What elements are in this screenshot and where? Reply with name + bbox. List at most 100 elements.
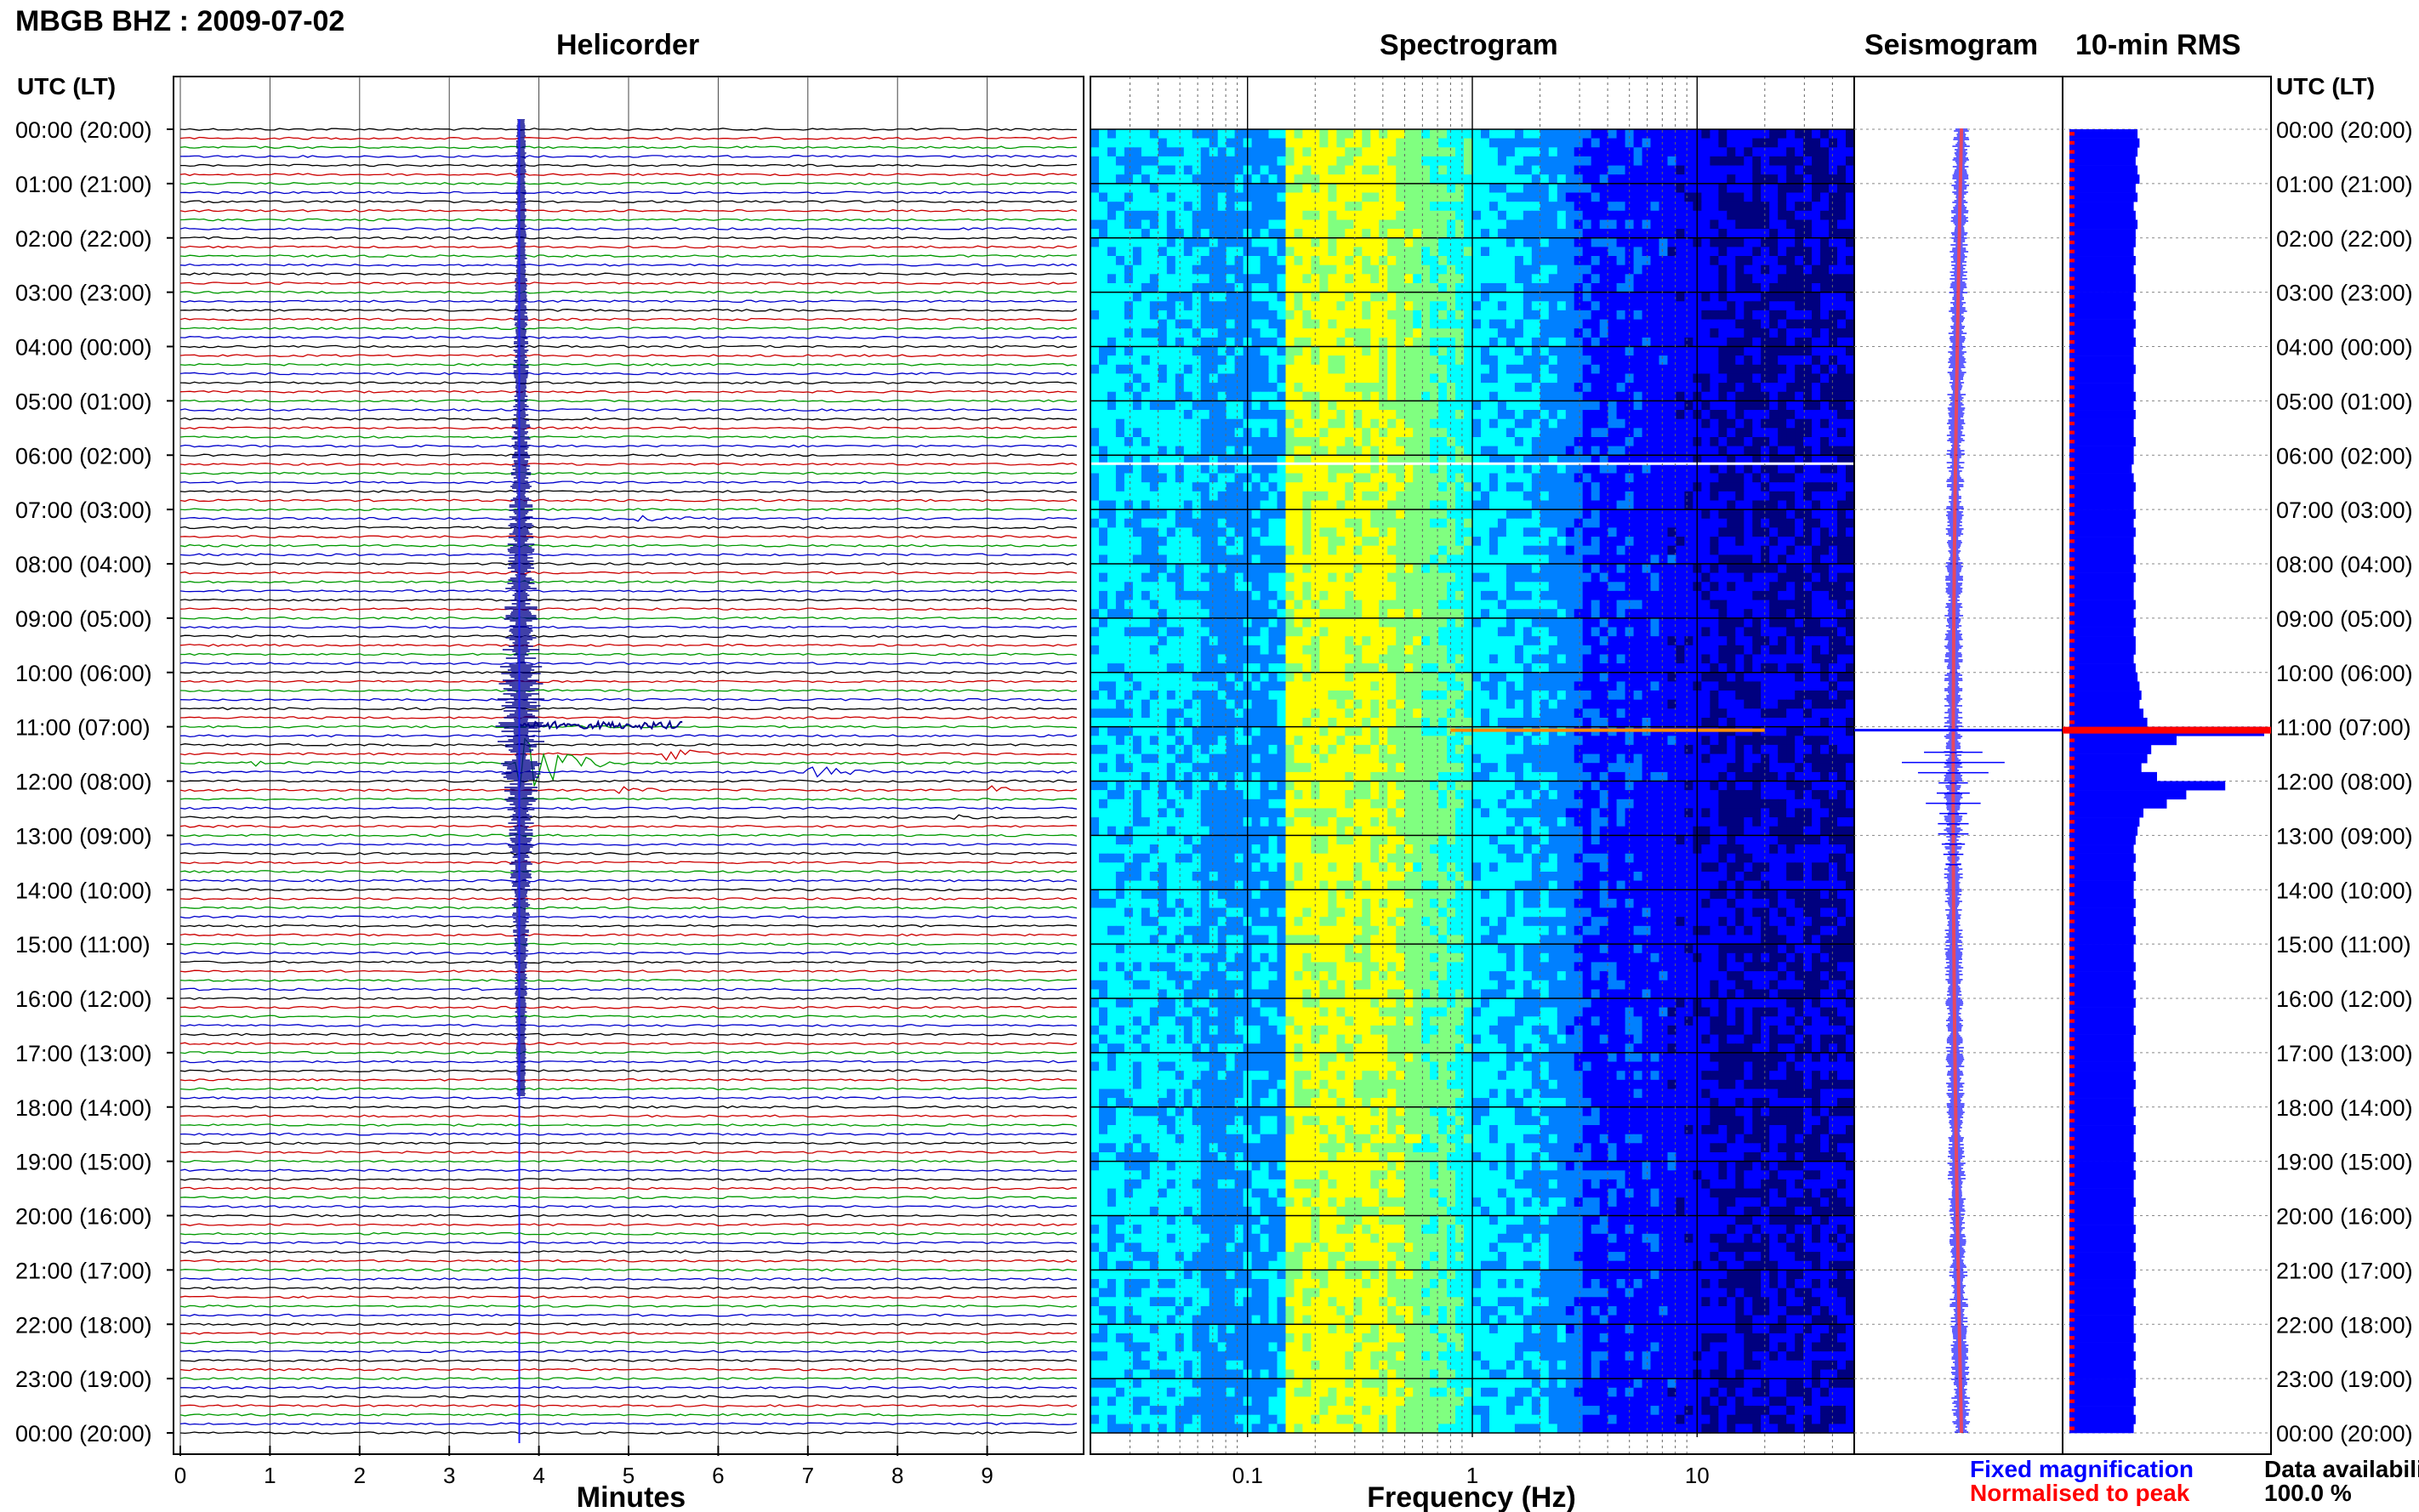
helicorder-traces — [179, 119, 1078, 1443]
rms-peak-marker — [2069, 249, 2075, 253]
y-tick-label-left: 09:00 (05:00) — [15, 606, 152, 632]
spectrogram-tick-label: 10 — [1685, 1463, 1710, 1488]
rms-bar — [2069, 527, 2136, 537]
rms-peak-marker — [2069, 982, 2075, 987]
rms-peak-marker — [2069, 286, 2075, 290]
helicorder-trace — [179, 1377, 1078, 1380]
rms-peak-marker — [2069, 140, 2075, 145]
x-tick-label: 3 — [443, 1463, 455, 1488]
rms-bar — [2069, 1406, 2134, 1416]
y-tick-label-right: 03:00 (23:00) — [2276, 281, 2413, 306]
rms-peak-marker — [2069, 910, 2075, 914]
rms-bar — [2069, 383, 2134, 393]
helicorder-trace — [179, 933, 1078, 937]
rms-bar — [2069, 156, 2136, 166]
rms-bar — [2069, 935, 2136, 945]
rms-bar — [2069, 691, 2142, 700]
helicorder-trace — [179, 309, 1078, 312]
rms-peak-marker — [2069, 1100, 2075, 1105]
rms-bar — [2069, 799, 2167, 809]
rms-peak-marker — [2069, 132, 2075, 136]
helicorder-trace — [179, 336, 1078, 339]
rms-bar — [2069, 473, 2134, 483]
rms-peak-marker — [2069, 765, 2075, 770]
helicorder-trace — [179, 785, 1078, 794]
helicorder-trace — [179, 824, 1078, 828]
y-tick-label-right: 17:00 (13:00) — [2276, 1041, 2413, 1066]
seismogram-panel — [1853, 76, 2063, 1455]
helicorder-xlabel: Minutes — [577, 1481, 686, 1512]
y-tick-label-left: 21:00 (17:00) — [15, 1258, 152, 1283]
y-tick-label-left: 03:00 (23:00) — [15, 281, 152, 306]
rms-peak-marker — [2069, 747, 2075, 752]
rms-bar — [2069, 428, 2134, 438]
rms-bar — [2069, 500, 2134, 510]
rms-peak-marker — [2069, 584, 2075, 588]
helicorder-trace — [179, 526, 1078, 530]
rms-bar — [2069, 1089, 2134, 1099]
rms-peak-marker — [2069, 1317, 2075, 1322]
helicorder-trace — [179, 737, 1078, 787]
rms-bar — [2069, 1260, 2136, 1270]
rms-bar — [2069, 328, 2134, 338]
helicorder-trace — [179, 263, 1078, 267]
rms-bar — [2069, 446, 2134, 456]
helicorder-trace — [179, 625, 1078, 629]
y-tick-label-right: 02:00 (22:00) — [2276, 226, 2413, 252]
y-tick-label-left: 01:00 (21:00) — [15, 172, 152, 197]
helicorder-panel — [173, 76, 1084, 1455]
helicorder-trace — [179, 155, 1078, 158]
rms-peak-marker — [2069, 440, 2075, 444]
rms-peak-marker — [2069, 874, 2075, 878]
rms-bar — [2069, 1297, 2134, 1307]
helicorder-trace — [179, 435, 1078, 439]
helicorder-trace — [179, 1015, 1078, 1019]
helicorder-trace — [179, 748, 1078, 761]
rms-bar — [2069, 1106, 2136, 1117]
y-tick-label-right: 22:00 (18:00) — [2276, 1312, 2413, 1338]
rms-peak-marker — [2069, 1173, 2075, 1177]
y-tick-label-right: 18:00 (14:00) — [2276, 1095, 2413, 1121]
rms-bar — [2069, 654, 2134, 664]
y-tick-label-right: 11:00 (07:00) — [2276, 715, 2411, 741]
rms-bar — [2069, 174, 2140, 185]
y-tick-label-left: 00:00 (20:00) — [15, 117, 152, 143]
rms-bar — [2069, 229, 2136, 239]
helicorder-trace — [179, 978, 1078, 982]
rms-bar — [2069, 590, 2134, 600]
spectrogram-tick-label: 0.1 — [1232, 1463, 1263, 1488]
rms-peak-marker — [2069, 168, 2075, 173]
helicorder-trace — [179, 535, 1078, 538]
rms-peak-marker — [2069, 1028, 2075, 1032]
y-tick-label-left: 23:00 (19:00) — [15, 1367, 152, 1392]
helicorder-trace — [179, 1132, 1078, 1136]
rms-bar — [2069, 463, 2132, 474]
helicorder-trace — [179, 960, 1078, 964]
helicorder-trace — [179, 1305, 1078, 1308]
rms-peak-marker — [2069, 557, 2075, 561]
helicorder-trace — [179, 897, 1078, 901]
rms-bar — [2069, 717, 2148, 727]
helicorder-trace — [179, 716, 1078, 719]
rms-peak-marker — [2069, 394, 2075, 399]
helicorder-trace — [179, 697, 1078, 702]
rms-peak-marker — [2069, 1037, 2075, 1042]
rms-title: 10-min RMS — [2075, 29, 2241, 61]
rms-bar — [2069, 808, 2143, 818]
rms-bar — [2069, 1061, 2136, 1071]
rms-peak-marker — [2069, 186, 2075, 190]
helicorder-trace — [179, 814, 1078, 821]
y-tick-label-left: 15:00 (11:00) — [15, 932, 151, 958]
rms-bar — [2069, 256, 2136, 265]
rms-bar — [2069, 301, 2136, 311]
rms-bar — [2069, 1305, 2136, 1316]
rms-bar — [2069, 1188, 2134, 1198]
rms-bar — [2069, 346, 2134, 356]
rms-bar — [2069, 1351, 2136, 1361]
rms-peak-marker — [2069, 955, 2075, 960]
helicorder-trace — [179, 861, 1078, 865]
helicorder-title: Helicorder — [556, 29, 700, 61]
rms-bar — [2069, 753, 2148, 764]
rms-peak-marker — [2069, 1083, 2075, 1087]
helicorder-trace — [179, 1077, 1078, 1082]
